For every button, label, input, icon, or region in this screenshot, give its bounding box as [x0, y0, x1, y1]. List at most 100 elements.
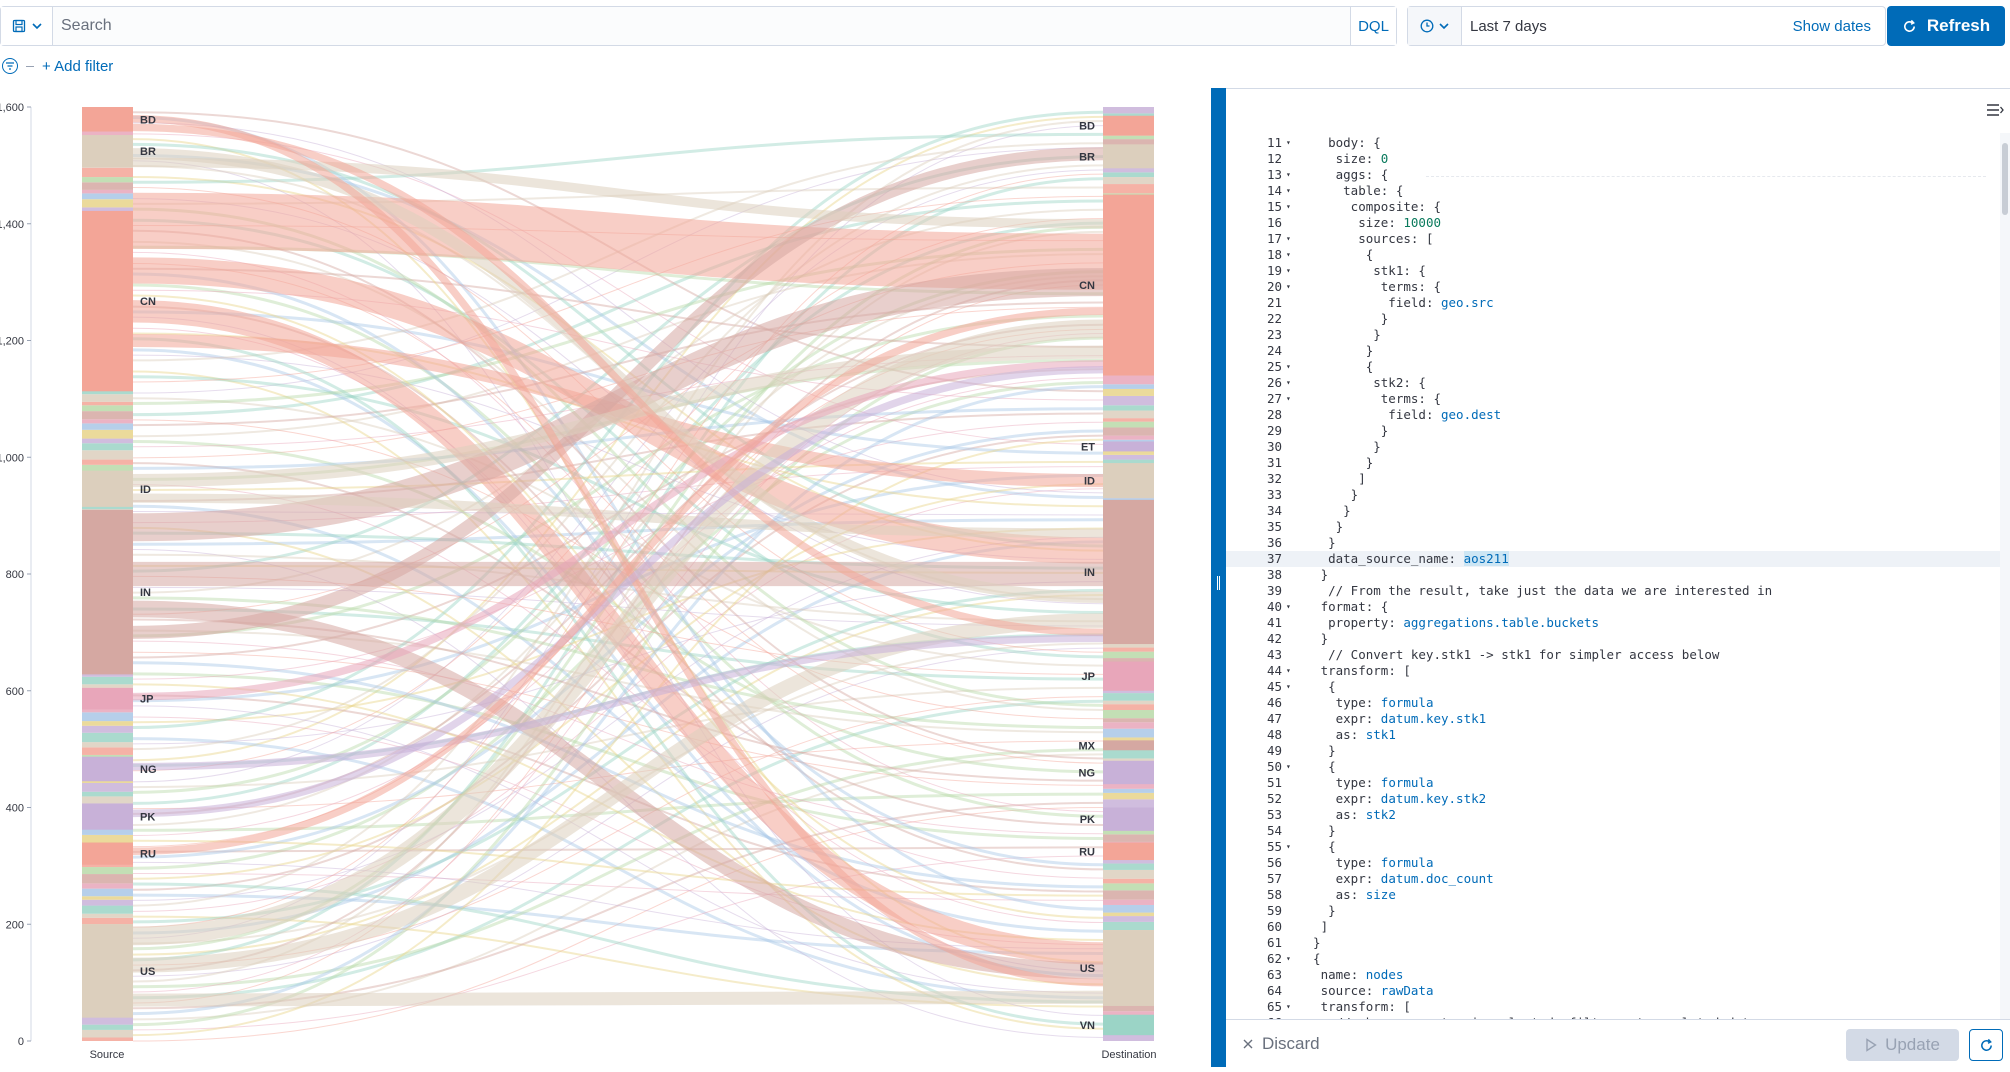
code-token: type	[1298, 855, 1366, 870]
code-line[interactable]: 11 ▾ body: {	[1226, 135, 2000, 151]
fold-toggle-icon[interactable]: ▾	[1286, 394, 1291, 403]
fold-toggle-icon[interactable]: ▾	[1286, 378, 1291, 387]
fold-toggle-icon[interactable]: ▾	[1286, 762, 1291, 771]
node-band	[82, 725, 133, 733]
code-line[interactable]: 16 size: 10000	[1226, 215, 2000, 231]
fold-toggle-icon[interactable]: ▾	[1286, 234, 1291, 243]
code-line[interactable]: 17 ▾ sources: [	[1226, 231, 2000, 247]
code-line[interactable]: 29 }	[1226, 423, 2000, 439]
code-line[interactable]: 18 ▾ {	[1226, 247, 2000, 263]
fold-toggle-icon[interactable]: ▾	[1286, 954, 1291, 963]
add-filter-button[interactable]: + Add filter	[42, 57, 114, 75]
show-dates-link[interactable]: Show dates	[1792, 17, 1871, 35]
code-line[interactable]: 47 expr: datum.key.stk1	[1226, 711, 2000, 727]
code-line[interactable]: 32 ]	[1226, 471, 2000, 487]
code-line[interactable]: 45 ▾ {	[1226, 679, 2000, 695]
code-line[interactable]: 52 expr: datum.key.stk2	[1226, 791, 2000, 807]
search-input[interactable]	[53, 7, 1350, 45]
code-line[interactable]: 35 }	[1226, 519, 2000, 535]
code-line[interactable]: 59 }	[1226, 903, 2000, 919]
code-text: }	[1298, 823, 1336, 839]
node-band	[1103, 869, 1154, 879]
fold-toggle-icon[interactable]: ▾	[1286, 186, 1291, 195]
node-band	[82, 1037, 133, 1041]
code-line[interactable]: 39 // From the result, take just the dat…	[1226, 583, 2000, 599]
editor-scrollbar[interactable]	[2000, 133, 2010, 1022]
code-line[interactable]: 63 name: nodes	[1226, 967, 2000, 983]
editor-menu-icon[interactable]	[1986, 103, 2004, 117]
code-line[interactable]: 34 }	[1226, 503, 2000, 519]
code-line[interactable]: 57 expr: datum.doc_count	[1226, 871, 2000, 887]
fold-toggle-icon[interactable]: ▾	[1286, 842, 1291, 851]
panel-resize-handle[interactable]	[1211, 88, 1226, 1067]
fold-toggle-icon[interactable]: ▾	[1286, 202, 1291, 211]
code-line[interactable]: 31 }	[1226, 455, 2000, 471]
code-line[interactable]: 42 }	[1226, 631, 2000, 647]
code-line[interactable]: 20 ▾ terms: {	[1226, 279, 2000, 295]
code-line[interactable]: 48 as: stk1	[1226, 727, 2000, 743]
code-line[interactable]: 19 ▾ stk1: {	[1226, 263, 2000, 279]
code-line[interactable]: 14 ▾ table: {	[1226, 183, 2000, 199]
editor-scrollbar-thumb[interactable]	[2002, 143, 2008, 215]
auto-apply-refresh-button[interactable]	[1969, 1029, 2003, 1061]
fold-toggle-icon[interactable]: ▾	[1286, 170, 1291, 179]
code-line[interactable]: 33 }	[1226, 487, 2000, 503]
code-line[interactable]: 53 as: stk2	[1226, 807, 2000, 823]
code-line[interactable]: 41 property: aggregations.table.buckets	[1226, 615, 2000, 631]
code-line[interactable]: 60 ]	[1226, 919, 2000, 935]
fold-toggle-icon[interactable]: ▾	[1286, 1002, 1291, 1011]
code-line[interactable]: 54 }	[1226, 823, 2000, 839]
code-line[interactable]: 27 ▾ terms: {	[1226, 391, 2000, 407]
time-range-label[interactable]: Last 7 days	[1470, 17, 1547, 35]
code-line[interactable]: 55 ▾ {	[1226, 839, 2000, 855]
code-line[interactable]: 49 }	[1226, 743, 2000, 759]
code-line[interactable]: 15 ▾ composite: {	[1226, 199, 2000, 215]
filter-menu-icon[interactable]	[2, 58, 18, 74]
code-line[interactable]: 25 ▾ {	[1226, 359, 2000, 375]
code-line[interactable]: 43 // Convert key.stk1 -> stk1 for simpl…	[1226, 647, 2000, 663]
fold-toggle-icon[interactable]: ▾	[1286, 666, 1291, 675]
code-line[interactable]: 51 type: formula	[1226, 775, 2000, 791]
fold-toggle-icon[interactable]: ▾	[1286, 602, 1291, 611]
fold-toggle-icon[interactable]: ▾	[1286, 138, 1291, 147]
code-line[interactable]: 30 }	[1226, 439, 2000, 455]
code-line[interactable]: 64 source: rawData	[1226, 983, 2000, 999]
code-line[interactable]: 26 ▾ stk2: {	[1226, 375, 2000, 391]
fold-toggle-icon[interactable]: ▾	[1286, 282, 1291, 291]
update-button[interactable]: Update	[1846, 1029, 1959, 1061]
code-line[interactable]: 24 }	[1226, 343, 2000, 359]
code-line[interactable]: 62 ▾ {	[1226, 951, 2000, 967]
fold-toggle-icon[interactable]: ▾	[1286, 682, 1291, 691]
node-band	[82, 742, 133, 748]
code-line[interactable]: 13 ▾ aggs: {	[1226, 167, 2000, 183]
fold-toggle-icon[interactable]: ▾	[1286, 250, 1291, 259]
line-number: 39	[1266, 583, 1282, 598]
code-area[interactable]: 11 ▾ body: {12 size: 0 13 ▾ aggs: {14 ▾ tabl…	[1226, 133, 2000, 1022]
code-line[interactable]: 38 }	[1226, 567, 2000, 583]
code-line[interactable]: 66 // when a country is selected, filter…	[1226, 1015, 2000, 1022]
quick-time-menu-button[interactable]	[1408, 7, 1462, 45]
code-line[interactable]: 28 field: geo.dest	[1226, 407, 2000, 423]
code-line[interactable]: 23 }	[1226, 327, 2000, 343]
fold-toggle-icon[interactable]: ▾	[1286, 266, 1291, 275]
code-line[interactable]: 40 ▾ format: {	[1226, 599, 2000, 615]
saved-queries-button[interactable]	[1, 7, 53, 45]
code-line[interactable]: 46 type: formula	[1226, 695, 2000, 711]
code-line[interactable]: 37 data_source_name: aos211	[1226, 551, 2000, 567]
code-line[interactable]: 21 field: geo.src	[1226, 295, 2000, 311]
refresh-button[interactable]: Refresh	[1887, 6, 2005, 46]
code-line[interactable]: 36 }	[1226, 535, 2000, 551]
code-line[interactable]: 12 size: 0	[1226, 151, 2000, 167]
code-line[interactable]: 22 }	[1226, 311, 2000, 327]
code-line[interactable]: 58 as: size	[1226, 887, 2000, 903]
discard-button[interactable]: Discard	[1242, 1034, 1320, 1054]
code-line[interactable]: 65 ▾ transform: [	[1226, 999, 2000, 1015]
code-line[interactable]: 61 }	[1226, 935, 2000, 951]
code-line[interactable]: 50 ▾ {	[1226, 759, 2000, 775]
source-node	[82, 842, 133, 865]
node-band	[82, 888, 133, 897]
query-language-button[interactable]: DQL	[1350, 7, 1396, 45]
fold-toggle-icon[interactable]: ▾	[1286, 362, 1291, 371]
code-line[interactable]: 44 ▾ transform: [	[1226, 663, 2000, 679]
code-line[interactable]: 56 type: formula	[1226, 855, 2000, 871]
